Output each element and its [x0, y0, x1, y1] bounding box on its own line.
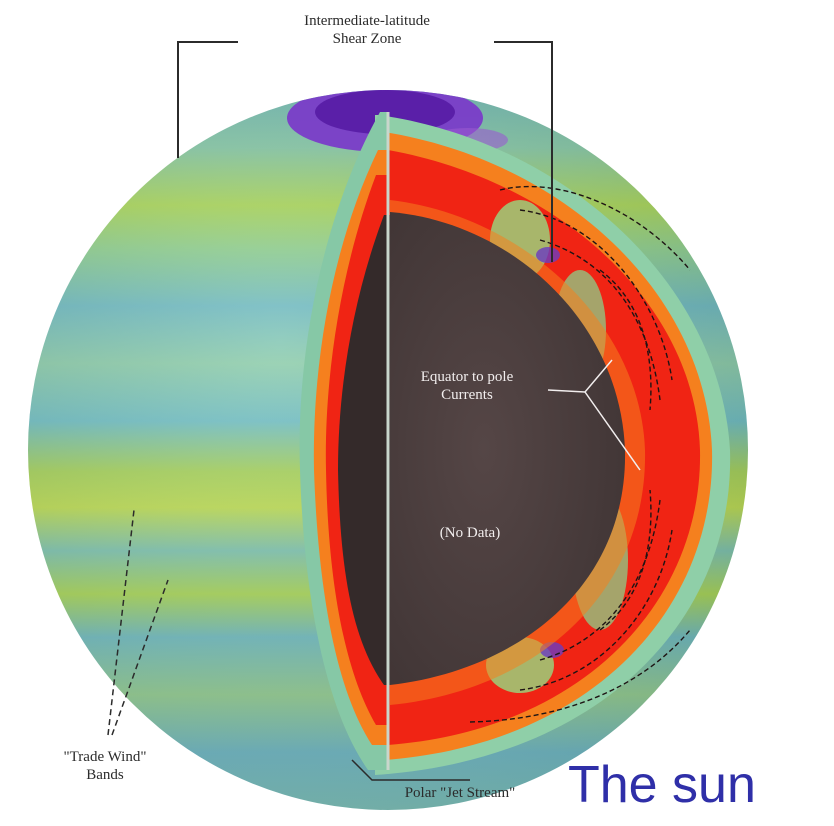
shear-zone-label: Intermediate-latitude Shear Zone — [240, 12, 494, 48]
trade-wind-leaders — [107, 509, 169, 736]
currents-label-line1: Equator to pole — [420, 369, 514, 385]
trade-wind-label-line2: Bands — [86, 767, 124, 783]
currents-label-line2: Currents — [441, 387, 493, 403]
cross-section — [375, 115, 731, 775]
current-streamlines — [469, 185, 691, 723]
jet-stream-leader — [351, 759, 470, 781]
shear-zone-label-line1: Intermediate-latitude — [304, 13, 430, 29]
currents-leaders — [547, 359, 641, 471]
currents-label: Equator to pole Currents — [392, 368, 542, 404]
caption-the-sun: The sun — [568, 756, 756, 814]
trade-wind-label: "Trade Wind" Bands — [30, 748, 180, 784]
no-data-label: (No Data) — [439, 525, 501, 541]
trade-wind-label-line1: "Trade Wind" — [63, 749, 147, 765]
shear-zone-leaders — [177, 41, 553, 262]
left-cut-face — [299, 112, 390, 770]
jet-stream-label: Polar "Jet Stream" — [404, 785, 516, 801]
shear-zone-label-line2: Shear Zone — [332, 31, 402, 47]
